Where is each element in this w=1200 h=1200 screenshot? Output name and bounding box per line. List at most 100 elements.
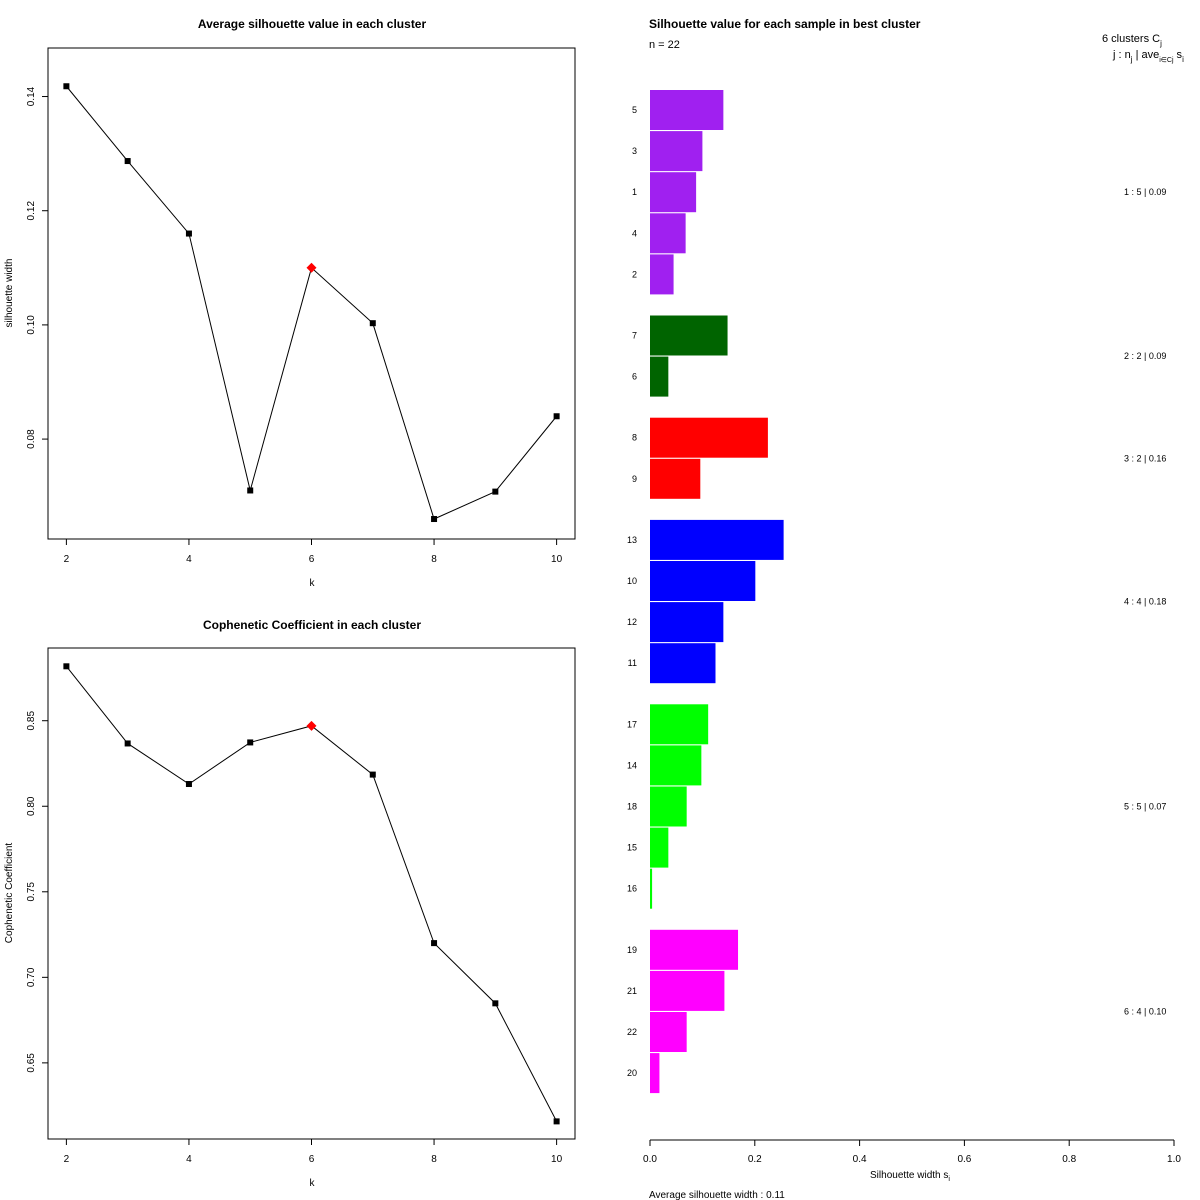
x-tick-label: 0.4: [853, 1154, 867, 1165]
silhouette-bar-sample-8: [650, 417, 768, 458]
y-tick-label: 0.10: [26, 315, 37, 335]
silhouette-bar-sample-17: [650, 704, 709, 745]
clusters-header-legend: j : nj | avei∈Cj si: [1112, 49, 1184, 64]
sample-label: 13: [627, 535, 637, 545]
data-point: [185, 230, 192, 237]
cluster-summary-6: 6 : 4 | 0.10: [1124, 1006, 1166, 1016]
sample-label: 21: [627, 986, 637, 996]
series-line: [65, 665, 558, 1122]
sample-label: 11: [628, 658, 637, 668]
silhouette-bar-sample-11: [650, 643, 716, 684]
silhouette-plot-frame: [47, 47, 576, 540]
clusters-header: 6 clusters Cj: [1102, 33, 1162, 48]
sample-label: 18: [627, 802, 637, 812]
silhouette-bar-sample-18: [650, 786, 687, 827]
data-point: [247, 487, 254, 494]
silhouette-bar-sample-10: [650, 561, 756, 601]
x-tick-label: 6: [309, 554, 315, 565]
data-point: [63, 663, 70, 670]
sample-label: 15: [627, 843, 637, 853]
sample-label: 3: [632, 146, 637, 156]
data-point: [431, 940, 438, 947]
silhouette-bar-sample-13: [650, 519, 784, 560]
cophenetic-x-axis-label: k: [310, 1178, 316, 1189]
silhouette-bar-sample-19: [650, 929, 739, 970]
sample-label: 7: [632, 331, 637, 341]
x-tick-label: 10: [551, 1154, 563, 1165]
sample-label: 10: [627, 576, 637, 586]
silhouette-bar-sample-1: [650, 172, 697, 213]
cluster-summary-5: 5 : 5 | 0.07: [1124, 802, 1166, 812]
cophenetic-y-axis-label: Cophenetic Coefficient: [4, 843, 15, 944]
data-point: [553, 413, 560, 420]
data-point: [369, 320, 376, 327]
y-tick-label: 0.70: [26, 967, 37, 987]
data-point: [124, 158, 131, 165]
data-point: [124, 740, 131, 747]
silhouette-chart-title: Average silhouette value in each cluster: [198, 17, 427, 31]
data-point: [492, 488, 499, 495]
data-point: [247, 739, 254, 746]
x-tick-label: 8: [431, 554, 437, 565]
data-point: [185, 781, 192, 788]
silhouette-bar-sample-4: [650, 213, 686, 254]
silhouette-bar-sample-14: [650, 745, 702, 786]
sample-label: 1: [632, 187, 637, 197]
x-tick-label: 4: [186, 1154, 192, 1165]
data-point: [63, 83, 70, 90]
silhouette-bar-sample-5: [650, 90, 724, 130]
sample-label: 16: [627, 884, 637, 894]
data-point: [431, 516, 438, 523]
silhouette-bar-sample-16: [650, 868, 653, 909]
x-tick-label: 1.0: [1167, 1154, 1181, 1165]
y-tick-label: 0.65: [26, 1053, 37, 1073]
silhouette-bar-sample-9: [650, 458, 701, 499]
y-tick-label: 0.85: [26, 711, 37, 731]
y-tick-label: 0.80: [26, 796, 37, 816]
x-tick-label: 8: [431, 1154, 437, 1165]
sample-label: 8: [632, 433, 637, 443]
silhouette-y-axis-label: silhouette width: [4, 259, 15, 328]
sample-label: 19: [627, 945, 637, 955]
data-point: [492, 1000, 499, 1007]
sample-label: 2: [632, 269, 637, 279]
silhouette-bar-sample-2: [650, 254, 674, 295]
data-point: [553, 1118, 560, 1125]
silhouette-x-axis-label: k: [310, 578, 316, 589]
sample-count: n = 22: [649, 39, 680, 51]
x-tick-label: 4: [186, 554, 192, 565]
sample-label: 6: [632, 372, 637, 382]
silhouette-bar-sample-12: [650, 602, 724, 643]
x-tick-label: 2: [64, 1154, 70, 1165]
x-tick-label: 0.0: [643, 1154, 657, 1165]
sample-label: 22: [627, 1027, 637, 1037]
cluster-summary-4: 4 : 4 | 0.18: [1124, 597, 1166, 607]
x-tick-label: 0.6: [957, 1154, 971, 1165]
sample-label: 12: [627, 617, 637, 627]
silhouette-bar-sample-6: [650, 356, 669, 397]
silhouette-bars-title: Silhouette value for each sample in best…: [649, 17, 921, 31]
silhouette-bar-sample-22: [650, 1012, 687, 1052]
x-tick-label: 2: [64, 554, 70, 565]
sample-label: 4: [632, 228, 637, 238]
sample-label: 14: [627, 760, 637, 770]
y-tick-label: 0.12: [26, 201, 37, 221]
cluster-summary-3: 3 : 2 | 0.16: [1124, 453, 1166, 463]
best-k-point: [306, 262, 317, 273]
y-tick-label: 0.75: [26, 882, 37, 902]
average-silhouette-width: Average silhouette width : 0.11: [649, 1190, 785, 1200]
cluster-summary-2: 2 : 2 | 0.09: [1124, 351, 1166, 361]
sample-label: 5: [632, 105, 637, 115]
data-point: [369, 771, 376, 778]
silhouette-bar-sample-21: [650, 970, 725, 1011]
sample-label: 20: [627, 1068, 637, 1078]
best-k-point: [306, 720, 317, 731]
silhouette-width-axis-label: Silhouette width si: [870, 1170, 950, 1183]
x-tick-label: 0.8: [1062, 1154, 1076, 1165]
x-tick-label: 6: [309, 1154, 315, 1165]
y-tick-label: 0.14: [26, 86, 37, 106]
silhouette-bar-chart: Silhouette value for each sample in best…: [627, 17, 1184, 1200]
silhouette-line-chart: Average silhouette value in each cluster…: [4, 17, 576, 589]
silhouette-bar-sample-7: [650, 315, 728, 356]
